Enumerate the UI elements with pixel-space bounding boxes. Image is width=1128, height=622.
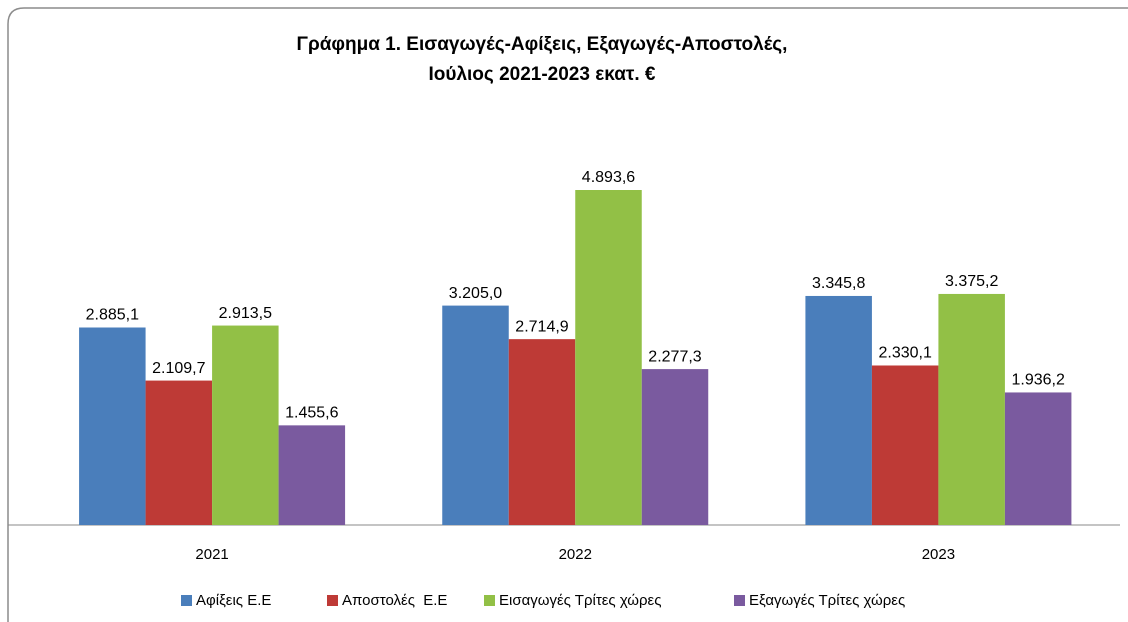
bar [1004, 392, 1072, 525]
data-label: 1.455,6 [285, 405, 338, 422]
bar [575, 190, 642, 525]
x-tick-label: 2021 [195, 546, 228, 563]
bar [938, 293, 1005, 525]
x-tick-label: 2022 [559, 546, 592, 563]
data-label: 2.277,3 [648, 348, 701, 365]
chart-title: Γράφημα 1. Εισαγωγές-Αφίξεις, Εξαγωγές-Α… [297, 34, 788, 55]
bar [442, 305, 509, 525]
legend-swatch [181, 595, 192, 606]
legend-label: Εισαγωγές Τρίτες χώρες [499, 592, 661, 609]
legend-label: Αφίξεις Ε.Ε [196, 592, 271, 609]
frame [7, 7, 1128, 622]
legend-swatch [484, 595, 495, 606]
legend-swatch [734, 595, 745, 606]
bar [212, 325, 279, 525]
data-label: 2.714,9 [515, 318, 568, 335]
bar [871, 365, 939, 525]
data-label: 3.375,2 [945, 273, 998, 290]
data-label: 3.345,8 [812, 275, 865, 292]
chart-title: Ιούλιος 2021-2023 εκατ. € [429, 64, 656, 85]
bar [278, 425, 346, 525]
data-label: 2.109,7 [152, 360, 205, 377]
data-label: 3.205,0 [449, 285, 502, 302]
data-label: 2.330,1 [878, 345, 931, 362]
bar [805, 295, 872, 525]
bar [508, 339, 576, 525]
legend-swatch [327, 595, 338, 606]
data-label: 2.913,5 [219, 305, 272, 322]
data-label: 1.936,2 [1011, 372, 1064, 389]
bar [641, 369, 709, 525]
bar [79, 327, 146, 525]
bar [145, 380, 213, 525]
legend-label: Αποστολές Ε.Ε [342, 592, 447, 609]
legend-label: Εξαγωγές Τρίτες χώρες [749, 592, 905, 609]
x-tick-label: 2023 [922, 546, 955, 563]
data-label: 2.885,1 [86, 307, 139, 324]
data-label: 4.893,6 [582, 169, 635, 186]
